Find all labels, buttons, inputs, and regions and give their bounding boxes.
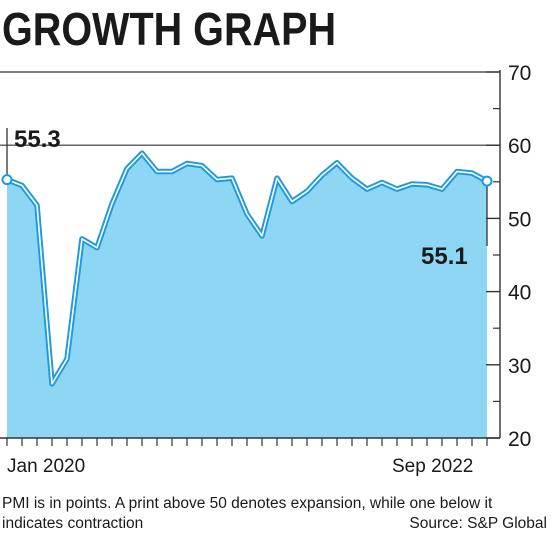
area-fill bbox=[7, 153, 487, 438]
source-credit: Source: S&P Global bbox=[409, 515, 547, 532]
pmi-area-chart: 20 30 40 50 60 70 Jan 2020 Sep 2022 55.3 55.1 bbox=[0, 62, 531, 477]
start-marker bbox=[1, 174, 13, 186]
markers: 55.3 55.1 bbox=[1, 126, 493, 270]
x-start-label: Jan 2020 bbox=[7, 456, 85, 477]
area-layer bbox=[4, 150, 490, 438]
footnote: PMI is in points. A print above 50 denot… bbox=[2, 494, 555, 534]
start-value-label: 55.3 bbox=[14, 126, 61, 153]
end-marker bbox=[481, 175, 493, 187]
y-tick-label-20: 20 bbox=[508, 428, 531, 451]
x-end-label: Sep 2022 bbox=[392, 456, 473, 477]
y-tick-label-50: 50 bbox=[508, 208, 531, 231]
chart-title: GROWTH GRAPH bbox=[2, 3, 337, 55]
y-tick-label-60: 60 bbox=[508, 135, 531, 158]
series-line-highlight bbox=[6, 152, 488, 385]
footnote-text: PMI is in points. A print above 50 denot… bbox=[2, 495, 493, 532]
end-value-label: 55.1 bbox=[421, 243, 468, 270]
y-tick-label-30: 30 bbox=[508, 355, 531, 378]
y-tick-label-70: 70 bbox=[508, 62, 531, 85]
y-tick-label-40: 40 bbox=[508, 282, 531, 305]
y-axis: 20 30 40 50 60 70 bbox=[486, 62, 531, 451]
reference-lines bbox=[0, 71, 500, 146]
x-axis: Jan 2020 Sep 2022 bbox=[0, 437, 500, 477]
